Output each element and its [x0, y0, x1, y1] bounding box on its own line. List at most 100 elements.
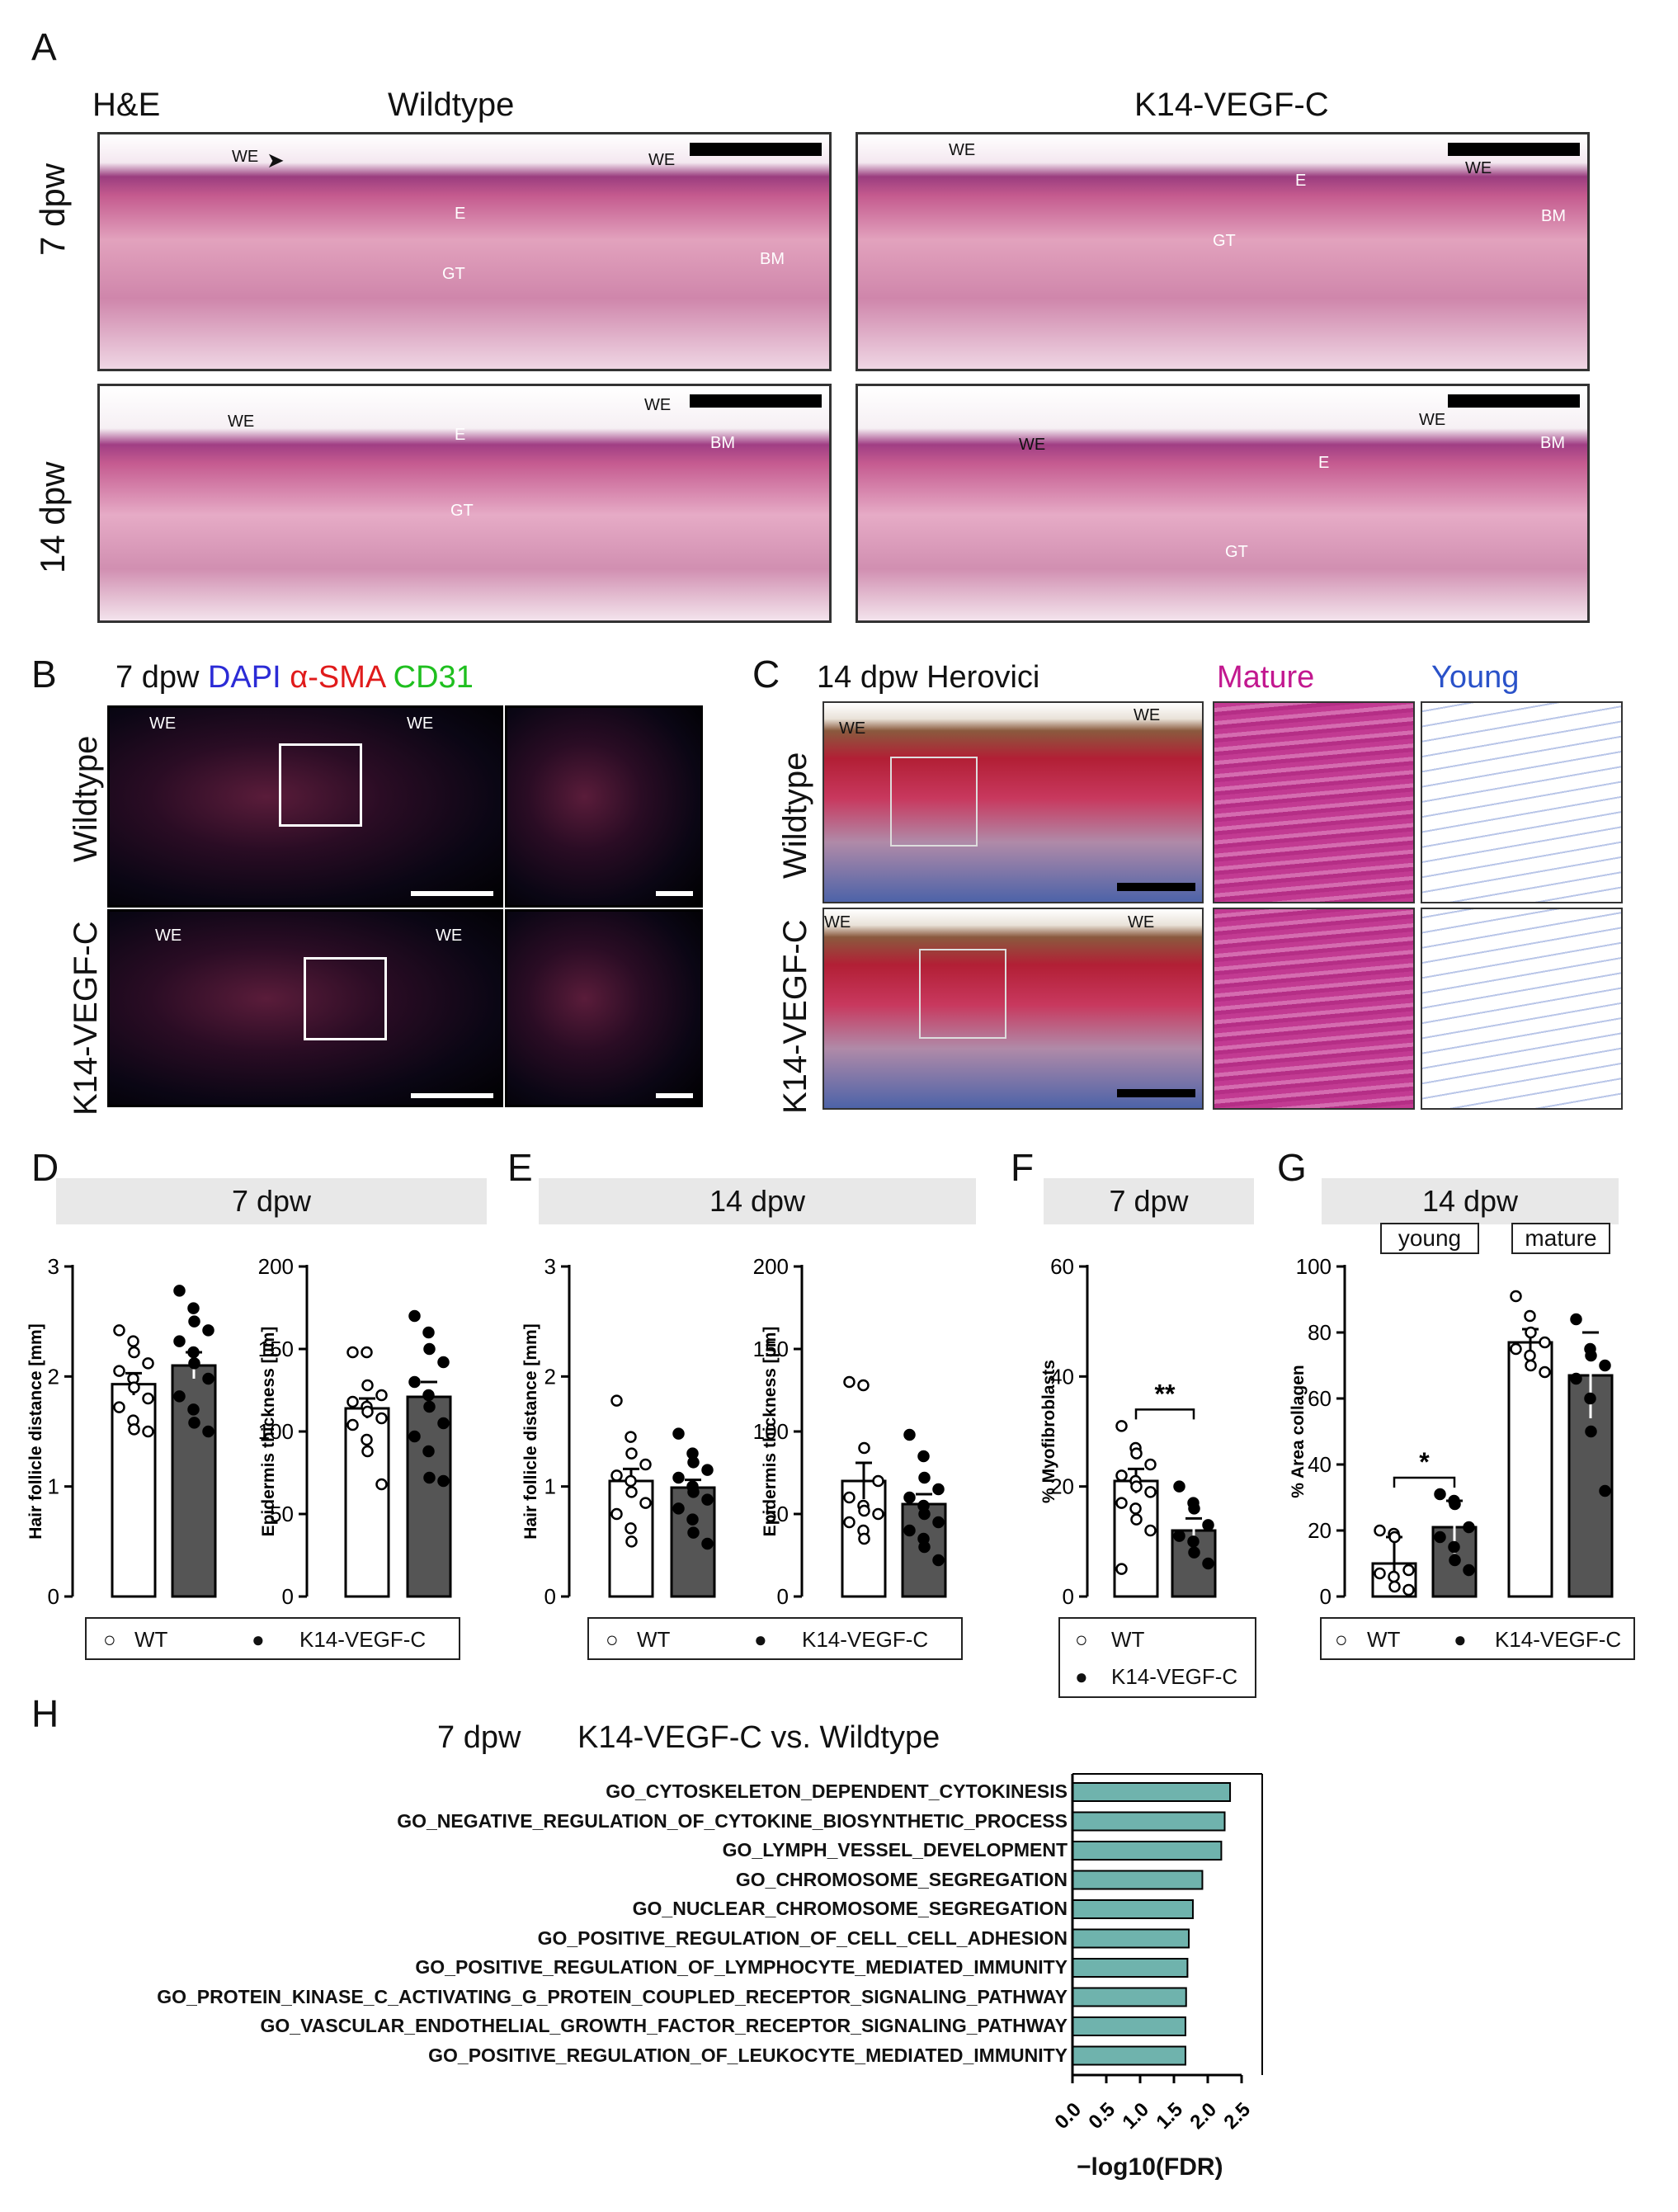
legend-k14-marker-icon: ●: [1454, 1627, 1467, 1652]
data-point: [1173, 1530, 1185, 1542]
data-point: [1130, 1447, 1143, 1460]
we-label: WE: [839, 719, 866, 738]
data-point: [173, 1285, 186, 1297]
go-term-label: GO_POSITIVE_REGULATION_OF_LYMPHOCYTE_MED…: [415, 1956, 1068, 1978]
significance-bracket: [1393, 1476, 1456, 1488]
data-point: [701, 1464, 714, 1476]
col-label-wildtype: Wildtype: [388, 87, 515, 123]
legend-wt-label: WT: [637, 1627, 671, 1652]
scale-bar: [690, 143, 822, 156]
chart-d-0: 0 1 2 3 Hair follicle distance [mm]: [26, 1254, 217, 1609]
data-point: [686, 1513, 699, 1526]
y-tick-label: 150: [258, 1337, 294, 1361]
g-young-group-label: young: [1380, 1223, 1479, 1254]
data-point: [1388, 1530, 1401, 1544]
data-point: [188, 1417, 200, 1429]
data-point: [187, 1346, 200, 1359]
data-point: [375, 1412, 388, 1425]
b-row-wildtype: Wildtype: [68, 735, 104, 862]
bar: [406, 1395, 452, 1598]
data-point: [918, 1540, 931, 1554]
chart-d-1: 0 50 100 150 200 Epidermis thickness [µm]: [258, 1254, 452, 1609]
x-tick-label: 2.0: [1185, 2098, 1221, 2134]
data-point: [202, 1324, 214, 1337]
data-point: [408, 1430, 421, 1443]
data-point: [1188, 1502, 1200, 1515]
data-point: [1599, 1359, 1611, 1372]
data-point: [1187, 1535, 1200, 1548]
data-point: [1402, 1583, 1415, 1597]
legend-wt-marker-icon: ○: [1335, 1627, 1348, 1652]
data-point: [932, 1554, 945, 1567]
y-axis-label: Hair follicle distance [mm]: [521, 1323, 540, 1539]
zoom-box: [304, 957, 387, 1040]
data-point: [857, 1379, 870, 1392]
data-point: [625, 1522, 637, 1535]
y-tick-label: 100: [753, 1419, 789, 1444]
data-point: [1202, 1519, 1214, 1531]
row-label-7dpw: 7 dpw: [33, 163, 72, 256]
y-axis-label: % Area collagen: [1289, 1365, 1308, 1497]
data-point: [423, 1342, 436, 1356]
data-point: [423, 1400, 436, 1413]
data-point: [422, 1445, 435, 1458]
data-point: [918, 1507, 931, 1521]
data-point: [1130, 1480, 1143, 1493]
chart-e-2: 0 1 2 3 Hair follicle distance [mm]: [521, 1254, 716, 1609]
data-point: [1463, 1563, 1475, 1577]
go-term-label: GO_CYTOSKELETON_DEPENDENT_CYTOKINESIS: [606, 1780, 1068, 1802]
scale-bar: [656, 1093, 693, 1098]
scale-bar: [1117, 1089, 1195, 1097]
panel-label-d: D: [31, 1146, 59, 1189]
herovici-wt-young-image: [1421, 701, 1623, 903]
dapi-label: DAPI: [207, 660, 281, 695]
data-point: [639, 1458, 652, 1471]
gt-label: GT: [1213, 232, 1236, 250]
y-tick-label: 1: [544, 1474, 556, 1499]
scale-bar: [690, 394, 822, 408]
x-tick-label: 2.5: [1219, 2098, 1255, 2134]
we-label: WE: [644, 396, 672, 414]
data-point: [1374, 1567, 1386, 1580]
data-point: [701, 1493, 714, 1506]
data-point: [1129, 1502, 1142, 1515]
e-header: 14 dpw: [539, 1178, 976, 1224]
row-label-14dpw: 14 dpw: [33, 461, 72, 573]
data-point: [423, 1471, 436, 1484]
go-bar: [1072, 2045, 1186, 2066]
data-point: [361, 1379, 374, 1392]
go-term-label: GO_CHROMOSOME_SEGREGATION: [735, 1868, 1068, 1890]
panel-label-f: F: [1011, 1146, 1035, 1189]
data-point: [422, 1326, 435, 1339]
x-tick-label: 0.0: [1050, 2098, 1086, 2134]
data-point: [1525, 1326, 1537, 1339]
data-point: [858, 1532, 870, 1545]
c-mature-label: Mature: [1217, 660, 1315, 695]
data-point: [687, 1486, 700, 1498]
data-point: [610, 1394, 623, 1407]
data-point: [858, 1441, 870, 1455]
data-point: [142, 1357, 154, 1370]
c-row-wildtype: Wildtype: [777, 752, 813, 879]
data-point: [187, 1403, 200, 1416]
y-tick-label: 0: [282, 1584, 294, 1609]
we-label: WE: [824, 913, 851, 931]
legend-k14-marker-icon: ●: [1075, 1664, 1088, 1689]
data-point: [1585, 1349, 1597, 1362]
we-label: WE: [155, 927, 182, 945]
chart-g-5: 0 20 40 60 80 100 % Area collagen *: [1289, 1254, 1614, 1609]
y-tick-label: 0: [544, 1584, 556, 1609]
legend-e: ○ WT ● K14-VEGF-C: [587, 1617, 963, 1660]
data-point: [1599, 1484, 1611, 1497]
data-point: [346, 1346, 359, 1359]
bm-label: BM: [710, 434, 735, 452]
h-xlabel: −log10(FDR): [1077, 2153, 1223, 2181]
legend-k14-label: K14-VEGF-C: [1111, 1664, 1238, 1689]
legend-g: ○ WT ● K14-VEGF-C: [1320, 1617, 1635, 1660]
g-header: 14 dpw: [1322, 1178, 1619, 1224]
data-point: [127, 1335, 139, 1347]
go-term-label: GO_NUCLEAR_CHROMOSOME_SEGREGATION: [632, 1898, 1068, 1919]
scale-bar: [656, 891, 693, 896]
data-point: [422, 1389, 435, 1402]
data-point: [173, 1335, 186, 1347]
